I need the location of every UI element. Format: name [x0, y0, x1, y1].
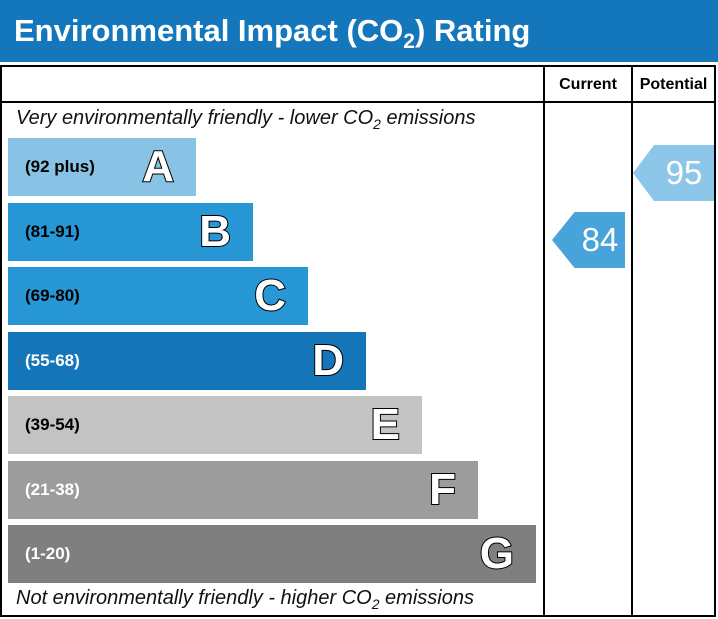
band-letter: G [479, 529, 515, 578]
band-letter: D [311, 335, 345, 385]
band-e: (39-54) E [8, 396, 422, 454]
band-range-label: (39-54) [25, 415, 80, 434]
top-note: Very environmentally friendly - lower CO… [16, 107, 476, 132]
bottom-note-subscript: 2 [371, 596, 380, 612]
column-divider-potential [631, 67, 633, 615]
top-note-text-2: emissions [380, 107, 476, 129]
top-note-text: Very environmentally friendly - lower CO [16, 107, 374, 129]
band-letter: A [141, 142, 175, 191]
potential-rating-value: 95 [665, 154, 703, 191]
column-divider-current [543, 67, 545, 615]
band-range-label: (81-91) [25, 221, 80, 241]
band-letter: B [198, 206, 232, 256]
band-range-label: (1-20) [25, 544, 71, 563]
band-letter: E [370, 400, 401, 449]
header-divider [2, 101, 714, 103]
page-title-text: Environmental Impact (CO [14, 13, 404, 48]
band-c: (69-80) C [8, 267, 308, 325]
page-title-subscript: 2 [403, 30, 415, 54]
page-title-text-2: ) Rating [414, 13, 531, 48]
band-letter: C [253, 271, 287, 320]
top-note-subscript: 2 [373, 116, 381, 132]
current-rating-marker: 84 [552, 212, 625, 268]
bottom-note-text-2: emissions [379, 587, 474, 609]
band-a: (92 plus) A [8, 138, 196, 196]
band-range-label: (69-80) [25, 286, 80, 305]
page-title: Environmental Impact (CO2) Rating [14, 13, 531, 52]
rating-table: Current Potential Very environmentally f… [0, 65, 716, 617]
potential-rating-marker: 95 [633, 145, 714, 201]
band-d: (55-68) D [8, 331, 366, 390]
column-header-current: Current [559, 76, 617, 93]
band-letter: F [428, 464, 457, 514]
bottom-note-text: Not environmentally friendly - higher CO [16, 587, 372, 609]
chart-title-bar: Environmental Impact (CO2) Rating [0, 0, 718, 62]
band-g: (1-20) G [8, 525, 536, 583]
band-range-label: (92 plus) [25, 157, 95, 176]
current-rating-value: 84 [581, 221, 619, 258]
band-f: (21-38) F [8, 460, 478, 519]
column-header-potential: Potential [639, 76, 708, 93]
band-range-label: (21-38) [25, 479, 80, 499]
band-range-label: (55-68) [25, 350, 80, 370]
band-b: (81-91) B [8, 202, 253, 261]
bottom-note: Not environmentally friendly - higher CO… [16, 587, 474, 612]
